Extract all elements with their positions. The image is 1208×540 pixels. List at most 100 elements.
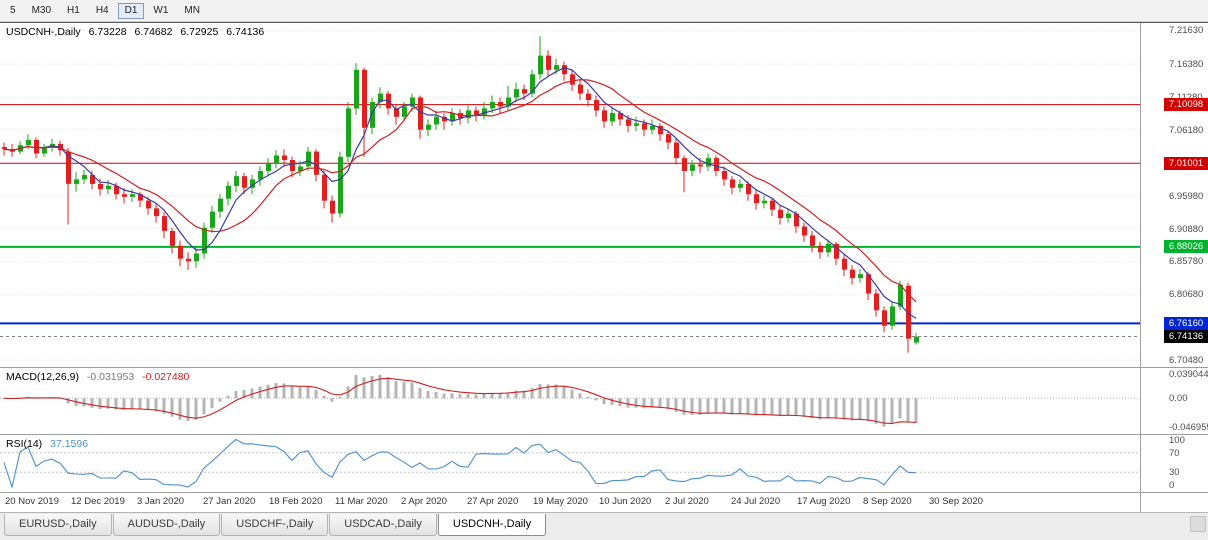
candle-body [138,194,143,201]
candle-body [834,243,839,259]
macd-panel[interactable]: MACD(12,26,9) -0.031953 -0.027480 0.0390… [0,368,1208,434]
macd-main-value: -0.031953 [86,371,135,383]
price-tick-label: 6.80680 [1169,289,1204,301]
candle-body [114,185,119,195]
candle-body [666,134,671,143]
candle-body [2,147,7,149]
candle-body [602,110,607,122]
ohlc-open: 6.73228 [88,26,127,38]
macd-histogram-bar [370,376,374,399]
macd-histogram-bar [474,394,478,399]
macd-histogram-bar [650,398,654,408]
candle-body [234,176,239,186]
candle-body [290,160,295,171]
date-axis-label: 30 Sep 2020 [929,496,983,507]
candle-body [562,65,567,75]
price-level-badge[interactable]: 7.01001 [1164,156,1208,170]
candle-body [826,243,831,253]
macd-histogram-bar [290,385,294,399]
macd-histogram-bar [338,396,342,399]
candle-body [818,245,823,253]
macd-histogram-bar [122,398,126,410]
candle-body [554,65,559,70]
chart-tab-usdchf[interactable]: USDCHF-,Daily [221,514,329,536]
macd-histogram-bar [794,398,798,416]
timeframe-button-w1[interactable]: W1 [146,3,175,19]
macd-histogram-bar [586,396,590,399]
macd-histogram-bar [186,398,190,422]
macd-histogram-bar [242,389,246,399]
macd-histogram-bar [850,398,854,421]
candle-body [202,227,207,254]
macd-histogram-bar [202,398,206,415]
macd-histogram-bar [130,398,134,410]
date-axis[interactable]: 20 Nov 2019 12 Dec 2019 3 Jan 2020 27 Jan 2… [0,492,1208,512]
chart-tab-usdcnh[interactable]: USDCNH-,Daily [437,514,547,536]
candle-body [906,285,911,339]
chart-tabs-bar: EURUSD-,Daily AUDUSD-,Daily USDCHF-,Dail… [0,512,1208,540]
macd-histogram-bar [698,398,702,415]
date-axis-label: 27 Jan 2020 [203,496,256,507]
macd-histogram-bar [226,395,230,399]
timeframe-button-h4[interactable]: H4 [89,3,116,19]
macd-histogram-bar [570,389,574,399]
macd-histogram-bar [826,398,830,418]
rsi-panel[interactable]: RSI(14) 37.1596 100 70 30 0 [0,435,1208,492]
scrollbar-corner[interactable] [1190,516,1206,532]
timeframe-button-h1[interactable]: H1 [60,3,87,19]
macd-histogram-bar [682,398,686,415]
macd-histogram-bar [746,398,750,415]
candle-body [882,310,887,326]
macd-chart[interactable] [0,368,1140,434]
timeframe-button-m30[interactable]: M30 [25,3,58,19]
macd-histogram [2,374,918,427]
price-level-badge[interactable]: 7.10098 [1164,98,1208,112]
chart-title: USDCNH-,Daily [6,26,81,38]
main-chart-panel[interactable]: USDCNH-,Daily 6.73228 6.74682 6.72925 6.… [0,22,1208,367]
date-axis-label: 10 Jun 2020 [599,496,652,507]
panel-separator[interactable] [0,367,1208,368]
date-axis-label: 17 Aug 2020 [797,496,851,507]
price-level-badge[interactable]: 6.76160 [1164,316,1208,330]
macd-histogram-bar [666,398,670,410]
candle-body [522,89,527,94]
rsi-scale-label: 0 [1169,480,1175,491]
ohlc-low: 6.72925 [180,26,219,38]
panel-separator[interactable] [0,434,1208,435]
rsi-axis-border [1140,435,1141,492]
candle-body [570,74,575,85]
date-axis-label: 11 Mar 2020 [335,496,388,507]
macd-histogram-bar [522,390,526,399]
chart-tab-eurusd[interactable]: EURUSD-,Daily [4,514,112,536]
candle-body [634,123,639,126]
price-axis-border [1140,23,1141,367]
macd-histogram-bar [874,398,878,424]
price-level-badge[interactable]: 6.88026 [1164,240,1208,254]
ma-fast-line [3,67,917,319]
candlestick-chart[interactable] [0,23,1140,367]
price-tick-label: 7.21630 [1169,25,1204,37]
chart-tab-usdcad[interactable]: USDCAD-,Daily [329,514,437,536]
candle-body [506,97,511,107]
macd-histogram-bar [778,398,782,417]
rsi-chart[interactable] [0,435,1140,492]
candle-body [426,124,431,130]
candle-body [850,269,855,279]
timeframe-button-mn[interactable]: MN [177,3,207,19]
macd-histogram-bar [866,398,870,422]
macd-histogram-bar [410,382,414,399]
candle-body [66,151,71,184]
macd-histogram-bar [594,398,598,401]
macd-histogram-bar [258,386,262,399]
macd-histogram-bar [810,398,814,419]
timeframe-button-d1[interactable]: D1 [117,2,145,19]
chart-tab-audusd[interactable]: AUDUSD-,Daily [112,514,221,536]
candle-body [402,106,407,117]
candle-body [794,213,799,227]
macd-scale-label: 0.039044 [1169,369,1208,380]
macd-histogram-bar [914,398,918,424]
timeframe-button-m5[interactable]: 5 [3,3,23,19]
candle-body [858,274,863,279]
macd-histogram-bar [90,398,94,408]
price-tick-label: 6.85780 [1169,256,1204,268]
